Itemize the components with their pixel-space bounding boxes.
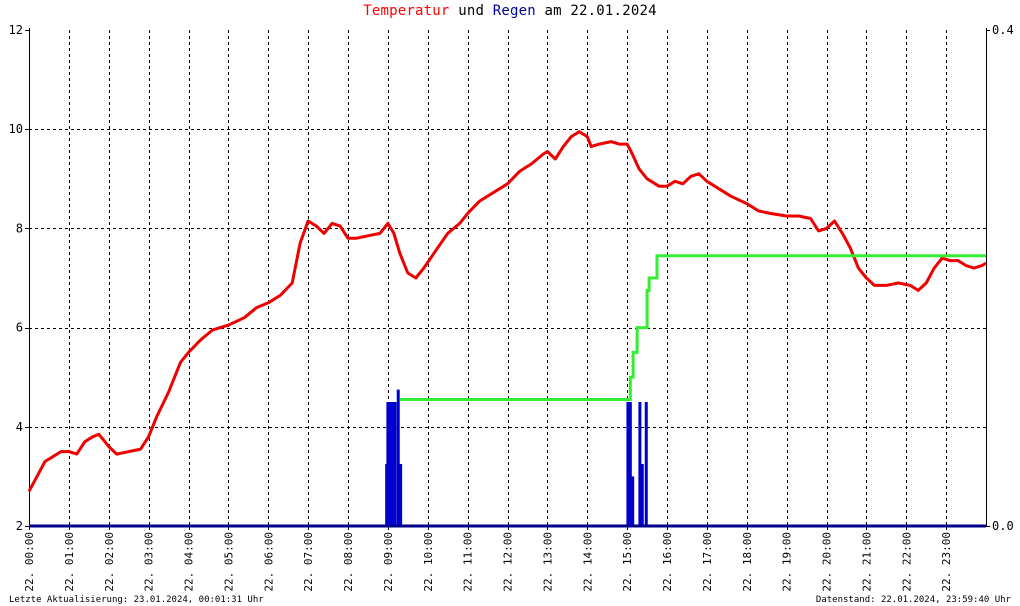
rain-bar (388, 402, 392, 526)
x-tick-label: 22. 08:00 (342, 532, 355, 592)
rain-bar (391, 402, 395, 526)
rain-bar (386, 402, 390, 526)
footer-data-status: Datenstand: 22.01.2024, 23:59:40 Uhr (815, 595, 1011, 605)
x-tick-label: 22. 10:00 (422, 532, 435, 592)
title-date: am 22.01.2024 (544, 3, 657, 19)
temperature-line (27, 130, 987, 493)
chart-title: Temperatur und Regen am 22.01.2024 (0, 3, 1020, 19)
x-tick-label: 22. 19:00 (781, 532, 794, 592)
rain-bar (638, 402, 642, 526)
title-and: und (458, 3, 485, 19)
rain-bar (644, 402, 648, 526)
y-tick-label-right: 0.4 (992, 23, 1014, 37)
x-tick-label: 22. 03:00 (143, 532, 156, 592)
y-tick-label-left: 4 (16, 420, 23, 434)
x-tick-label: 22. 09:00 (382, 532, 395, 592)
y-tick-label-left: 8 (16, 221, 23, 235)
x-tick-label: 22. 12:00 (502, 532, 515, 592)
x-tick-label: 22. 23:00 (940, 532, 953, 592)
x-tick-label: 22. 05:00 (222, 532, 235, 592)
x-tick-label: 22. 16:00 (661, 532, 674, 592)
y-tick-label-left: 10 (9, 122, 23, 136)
rain-bar (399, 464, 403, 526)
title-temperature: Temperatur (363, 3, 450, 19)
x-tick-label: 22. 15:00 (621, 532, 634, 592)
y-tick-label-left: 2 (16, 519, 23, 533)
x-tick-label: 22. 13:00 (541, 532, 554, 592)
x-tick-label: 22. 04:00 (183, 532, 196, 592)
y-tick-label-left: 6 (16, 321, 23, 335)
rain-bar (396, 389, 400, 526)
rain-sum-line (399, 254, 986, 401)
rain-bar (631, 476, 635, 526)
x-tick-label: 22. 07:00 (302, 532, 315, 592)
y-tick-label-right: 0.0 (992, 519, 1014, 533)
footer-last-update: Letzte Aktualisierung: 23.01.2024, 00:01… (9, 595, 264, 605)
x-tick-label: 22. 20:00 (821, 532, 834, 592)
x-tick-label: 22. 17:00 (701, 532, 714, 592)
title-rain: Regen (492, 3, 536, 19)
rain-bar (393, 402, 397, 526)
x-tick-label: 22. 06:00 (262, 532, 275, 592)
rain-bar (640, 464, 644, 526)
x-tick-label: 22. 11:00 (462, 532, 475, 592)
x-tick-label: 22. 18:00 (741, 532, 754, 592)
x-tick-label: 22. 22:00 (900, 532, 913, 592)
rain-bar (628, 402, 632, 526)
x-tick-label: 22. 02:00 (103, 532, 116, 592)
x-tick-label: 22. 14:00 (581, 532, 594, 592)
x-tick-label: 22. 00:00 (23, 532, 36, 592)
rain-bar (626, 402, 630, 526)
x-tick-label: 22. 01:00 (63, 532, 76, 592)
y-tick-label-left: 12 (9, 23, 23, 37)
x-tick-label: 22. 21:00 (860, 532, 873, 592)
